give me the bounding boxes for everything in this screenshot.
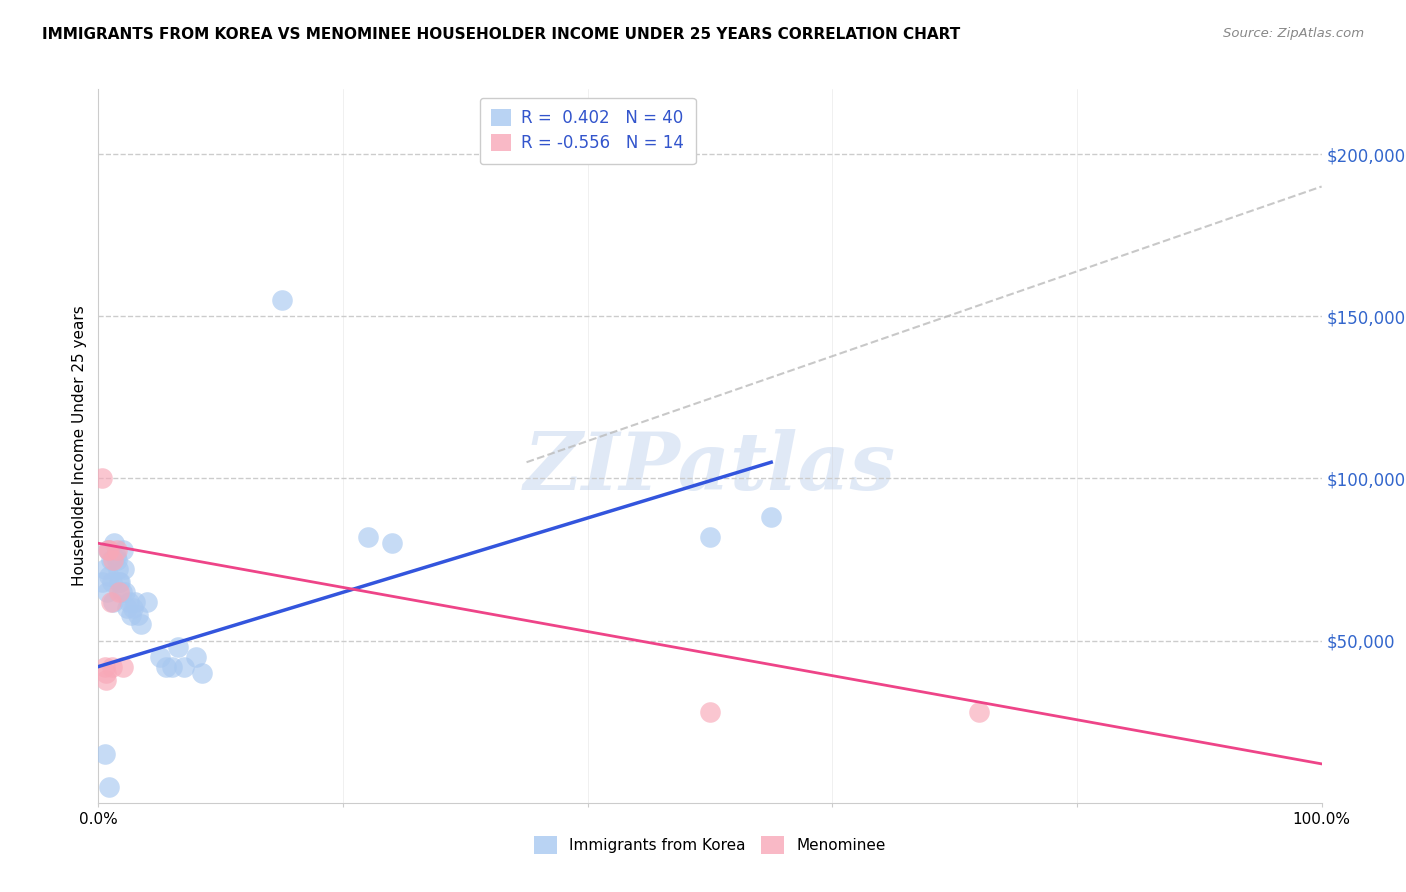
Point <box>186 649 208 664</box>
Point <box>105 552 128 566</box>
Point <box>381 536 404 550</box>
Point <box>91 471 114 485</box>
Point <box>101 595 124 609</box>
Point <box>167 640 190 654</box>
Point <box>112 562 135 576</box>
Point <box>105 542 128 557</box>
Point <box>111 542 134 557</box>
Text: IMMIGRANTS FROM KOREA VS MENOMINEE HOUSEHOLDER INCOME UNDER 25 YEARS CORRELATION: IMMIGRANTS FROM KOREA VS MENOMINEE HOUSE… <box>42 27 960 42</box>
Point <box>270 293 294 307</box>
Point <box>173 659 195 673</box>
Point <box>98 780 121 794</box>
Point <box>93 747 115 761</box>
Point <box>103 536 125 550</box>
Point <box>761 510 783 524</box>
Point <box>699 530 721 544</box>
Point <box>127 607 149 622</box>
Point <box>114 585 136 599</box>
Point <box>101 552 124 566</box>
Point <box>93 562 115 576</box>
Point <box>160 659 183 673</box>
Point <box>98 568 121 582</box>
Point <box>100 552 122 566</box>
Point <box>104 549 127 564</box>
Point <box>93 659 115 673</box>
Text: ZIPatlas: ZIPatlas <box>524 429 896 506</box>
Point <box>111 659 134 673</box>
Point <box>94 673 117 687</box>
Text: Source: ZipAtlas.com: Source: ZipAtlas.com <box>1223 27 1364 40</box>
Point <box>96 585 118 599</box>
Point <box>91 575 114 590</box>
Point <box>699 705 721 719</box>
Point <box>356 530 378 544</box>
Point <box>115 601 138 615</box>
Point <box>111 585 134 599</box>
Point <box>107 562 129 576</box>
Point <box>120 607 142 622</box>
Point <box>155 659 177 673</box>
Point <box>136 595 159 609</box>
Y-axis label: Householder Income Under 25 years: Householder Income Under 25 years <box>72 306 87 586</box>
Point <box>101 575 124 590</box>
Legend: Immigrants from Korea, Menominee: Immigrants from Korea, Menominee <box>522 823 898 866</box>
Point <box>110 575 132 590</box>
Point <box>108 575 131 590</box>
Point <box>121 601 143 615</box>
Point <box>94 666 117 681</box>
Point <box>191 666 214 681</box>
Point <box>129 617 152 632</box>
Point <box>98 542 121 557</box>
Point <box>108 585 131 599</box>
Point <box>101 659 124 673</box>
Point <box>967 705 990 719</box>
Point <box>97 542 120 557</box>
Point <box>118 595 141 609</box>
Point <box>100 595 122 609</box>
Point <box>97 542 120 557</box>
Point <box>124 595 146 609</box>
Point <box>149 649 172 664</box>
